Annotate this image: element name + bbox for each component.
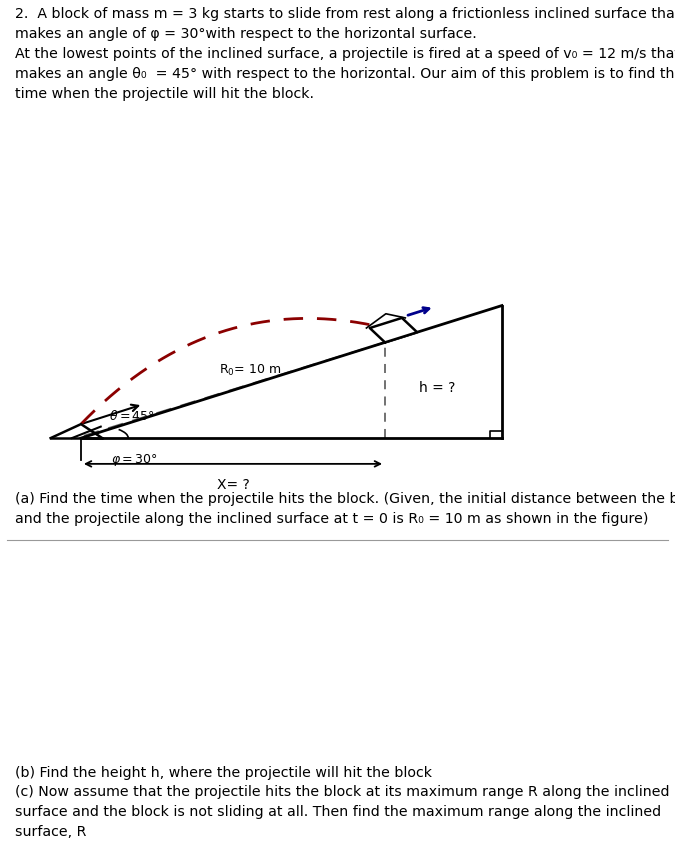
- Text: 2.  A block of mass m = 3 kg starts to slide from rest along a frictionless incl: 2. A block of mass m = 3 kg starts to sl…: [15, 7, 675, 101]
- Text: X= ?: X= ?: [217, 477, 249, 491]
- Text: R$_0$= 10 m: R$_0$= 10 m: [219, 363, 281, 378]
- Text: (b) Find the height h, where the projectile will hit the block: (b) Find the height h, where the project…: [15, 765, 432, 779]
- Text: $\varphi = 30°$: $\varphi = 30°$: [111, 452, 158, 468]
- Text: $\theta = 45°$: $\theta = 45°$: [109, 408, 155, 423]
- Text: (c) Now assume that the projectile hits the block at its maximum range R along t: (c) Now assume that the projectile hits …: [15, 784, 670, 838]
- Text: (a) Find the time when the projectile hits the block. (Given, the initial distan: (a) Find the time when the projectile hi…: [15, 492, 675, 526]
- Text: h = ?: h = ?: [418, 380, 455, 394]
- Polygon shape: [370, 318, 417, 343]
